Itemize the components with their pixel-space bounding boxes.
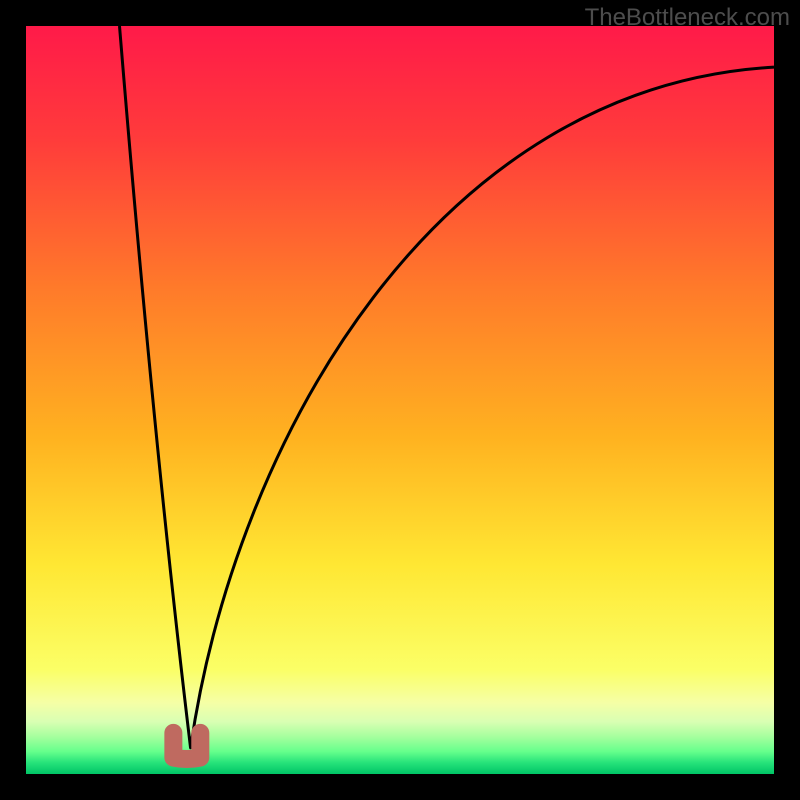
- bottleneck-chart: [0, 0, 800, 800]
- watermark-text: TheBottleneck.com: [585, 4, 790, 32]
- chart-plot-background: [26, 26, 774, 774]
- chart-stage: TheBottleneck.com: [0, 0, 800, 800]
